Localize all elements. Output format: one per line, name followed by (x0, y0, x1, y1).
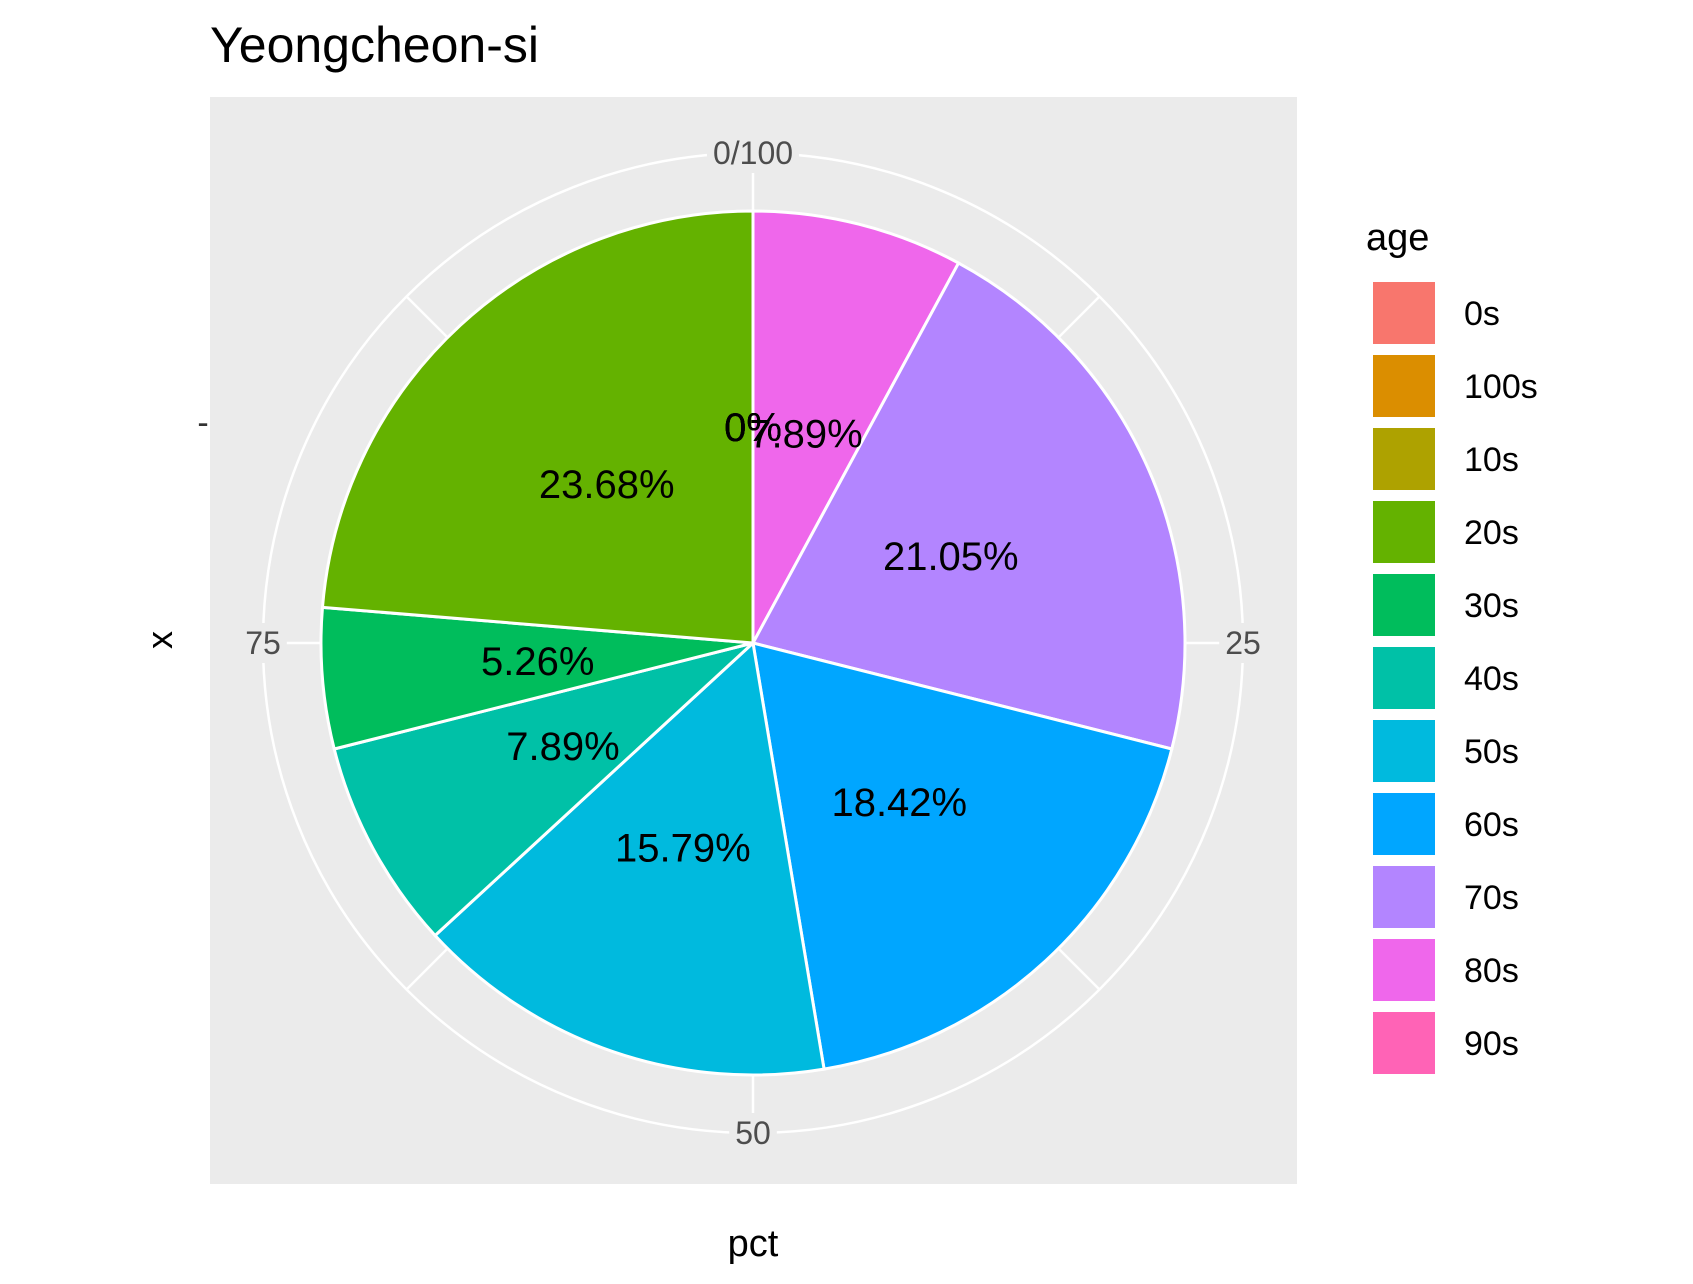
pie-slices (319, 209, 1187, 1077)
legend-key-40s (1371, 645, 1437, 711)
legend-key-10s (1371, 426, 1437, 492)
legend-key-80s (1371, 937, 1437, 1003)
slice-label-90s: 0% (724, 406, 782, 450)
slice-label-70s: 21.05% (883, 535, 1019, 579)
legend-key-70s (1371, 864, 1437, 930)
legend-label-50s: 50s (1464, 733, 1519, 771)
tick-label-background (239, 623, 287, 663)
legend-label-80s: 80s (1464, 952, 1519, 990)
slice-label-50s: 15.79% (615, 826, 751, 870)
pie-slice-60s (751, 640, 1174, 1071)
y-axis-label: x (139, 631, 180, 649)
legend-label-60s: 60s (1464, 806, 1519, 844)
legend-key-90s (1371, 1010, 1437, 1076)
legend-label-100s: 100s (1464, 368, 1538, 406)
slice-labels: 0%7.89%21.05%18.42%15.79%7.89%5.26%23.68… (481, 406, 1019, 870)
angular-tick-label: 75 (245, 625, 281, 661)
slice-label-0s: 0% (724, 406, 782, 450)
slice-label-40s: 7.89% (506, 725, 619, 769)
angular-tick-label: 50 (735, 1115, 771, 1151)
slice-label-60s: 18.42% (831, 781, 967, 825)
pie-slice-40s (332, 641, 755, 938)
legend-label-0s: 0s (1464, 295, 1500, 333)
legend: 0s 100s 10s 20s 30s 40s 50s 60s 70s 80s 90s (1371, 280, 1538, 1076)
pie-slice-20s (320, 209, 755, 645)
slice-label-30s: 5.26% (481, 640, 594, 684)
pie-slice-50s (432, 640, 826, 1077)
y-tick-label: - (197, 404, 208, 442)
legend-label-70s: 70s (1464, 879, 1519, 917)
legend-label-40s: 40s (1464, 660, 1519, 698)
slice-label-10s: 0% (724, 406, 782, 450)
legend-key-60s (1371, 791, 1437, 857)
legend-label-10s: 10s (1464, 441, 1519, 479)
slice-label-100s: 0% (724, 406, 782, 450)
angular-tick-label: 25 (1225, 625, 1261, 661)
pie-slice-70s (750, 260, 1187, 751)
slice-label-80s: 7.89% (749, 413, 862, 457)
legend-key-50s (1371, 718, 1437, 784)
x-axis-label: pct (728, 1223, 779, 1265)
angular-tick-label: 0/100 (713, 135, 793, 171)
pie-slice-30s (319, 605, 754, 751)
tick-label-background (1219, 623, 1267, 663)
angular-ticks: 0/100 25 50 75 (239, 133, 1267, 1153)
chart-title: Yeongcheon-si (210, 17, 539, 73)
slice-label-20s: 23.68% (539, 463, 675, 507)
legend-title: age (1366, 217, 1429, 259)
legend-key-100s (1371, 353, 1437, 419)
pie-slice-80s (751, 209, 961, 644)
legend-label-30s: 30s (1464, 587, 1519, 625)
legend-label-20s: 20s (1464, 514, 1519, 552)
legend-label-90s: 90s (1464, 1025, 1519, 1063)
legend-key-0s (1371, 280, 1437, 346)
tick-label-background (729, 1113, 777, 1153)
legend-key-30s (1371, 572, 1437, 638)
legend-key-20s (1371, 499, 1437, 565)
tick-label-background (706, 133, 800, 173)
